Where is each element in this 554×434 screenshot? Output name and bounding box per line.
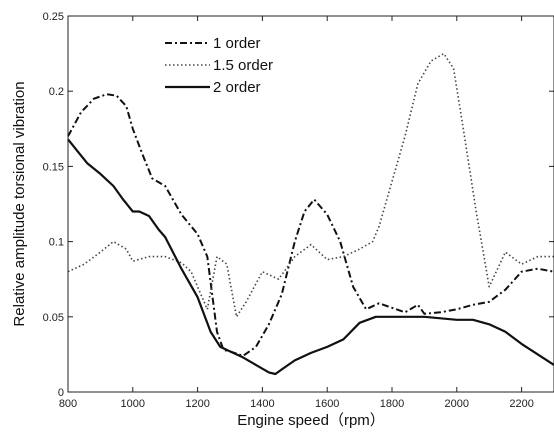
x-tick-label: 1000 [121,398,145,410]
y-tick-label: 0 [58,387,64,399]
y-tick-label: 0.2 [49,86,64,98]
y-tick-label: 0.15 [43,161,64,173]
axis-ticks: 800 1000 1200 1400 1600 1800 2000 2200 0 0.05 0.1 0… [43,11,554,410]
y-tick-label: 0.25 [43,11,64,23]
x-tick-label: 1600 [315,398,339,410]
x-tick-label: 1800 [380,398,404,410]
series-line-1 [67,52,554,318]
x-tick-label: 800 [59,398,77,410]
x-axis-label: Engine speed（rpm） [237,412,385,429]
y-tick-label: 0.05 [43,312,64,324]
x-tick-label: 1400 [250,398,274,410]
x-tick-label: 1200 [185,398,209,410]
legend-label-2: 2 order [213,79,261,96]
plot-lines [67,52,554,376]
series-line-2 [67,138,554,376]
x-tick-label: 2000 [445,398,469,410]
y-axis-label: Relative amplitude torsional vibration [11,81,28,326]
legend-label-0: 1 order [213,35,261,52]
series-line-0 [67,93,554,357]
plot-frame [67,15,554,393]
y-tick-label: 0.1 [49,237,64,249]
legend-label-1: 1.5 order [213,57,273,74]
x-tick-label: 2200 [509,398,533,410]
legend: 1 order 1.5 order 2 order [159,30,299,106]
